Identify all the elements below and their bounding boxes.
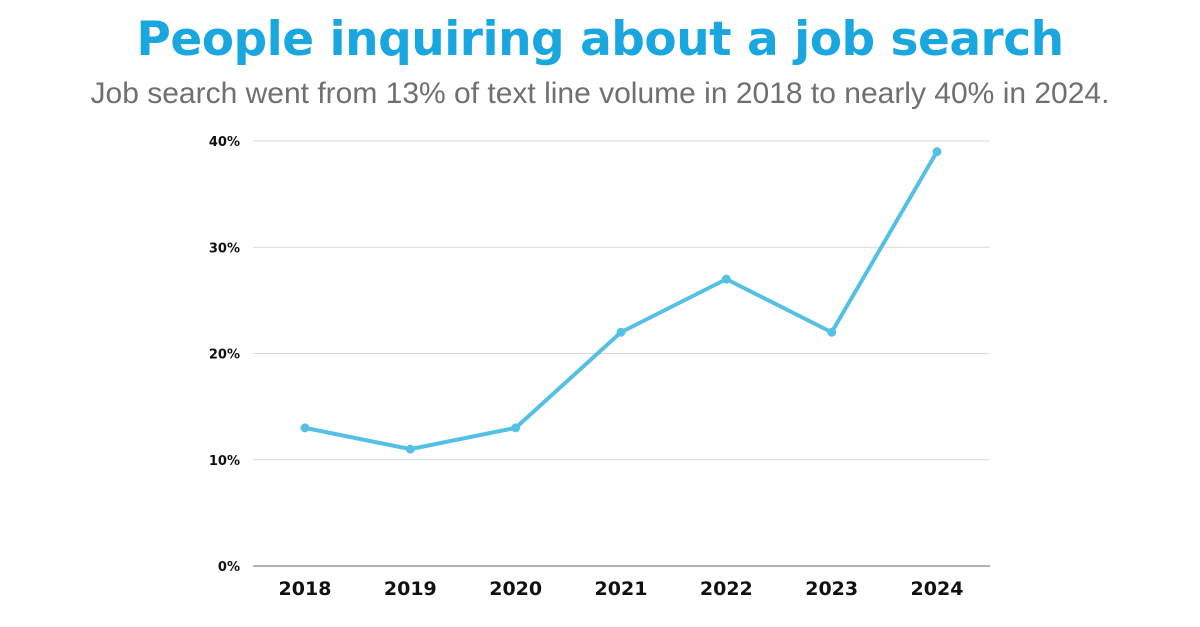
y-axis-tick-labels: 0% 10% 20% 30% 40% xyxy=(209,135,240,575)
y-tick-label: 0% xyxy=(218,560,240,575)
chart-title: People inquiring about a job search xyxy=(136,12,1064,67)
x-tick-label: 2024 xyxy=(911,578,964,600)
data-point-2021 xyxy=(616,327,626,337)
chart-subtitle: Job search went from 13% of text line vo… xyxy=(90,77,1110,110)
data-series xyxy=(300,147,942,454)
x-tick-label: 2019 xyxy=(384,578,437,600)
y-tick-label: 10% xyxy=(209,454,240,469)
x-tick-label: 2023 xyxy=(805,578,858,600)
x-tick-label: 2022 xyxy=(700,578,753,600)
x-tick-label: 2021 xyxy=(595,578,648,600)
x-axis-tick-labels: 2018 2019 2020 2021 2022 2023 2024 xyxy=(279,578,964,600)
data-point-2023 xyxy=(827,327,837,337)
y-tick-label: 30% xyxy=(209,241,240,256)
grid-lines xyxy=(253,140,990,567)
data-point-2020 xyxy=(511,423,521,433)
y-tick-label: 20% xyxy=(209,348,240,363)
data-point-2019 xyxy=(405,444,415,454)
x-tick-label: 2020 xyxy=(489,578,542,600)
y-tick-label: 40% xyxy=(209,135,240,150)
data-point-2024 xyxy=(932,147,942,157)
data-point-2018 xyxy=(300,423,310,433)
series-line xyxy=(303,149,939,452)
x-tick-label: 2018 xyxy=(279,578,332,600)
data-point-2022 xyxy=(721,274,731,284)
